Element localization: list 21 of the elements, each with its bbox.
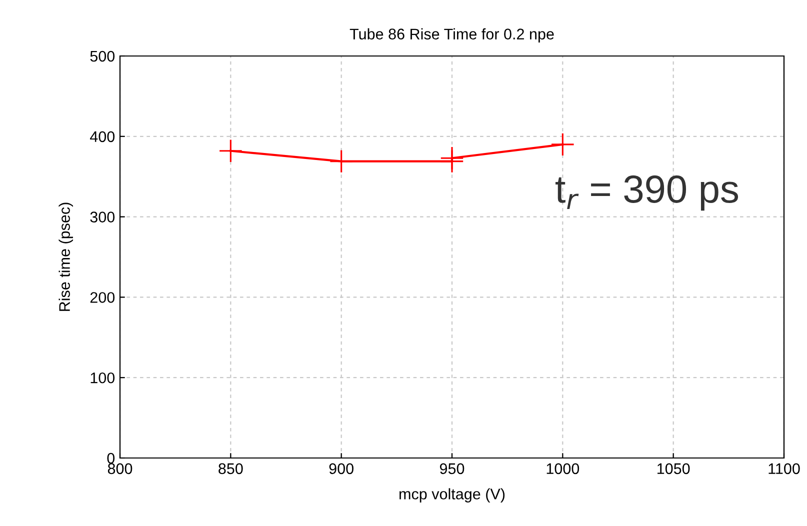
y-tick-label: 100	[90, 372, 115, 384]
y-tick-label: 200	[90, 292, 115, 303]
point	[552, 133, 574, 156]
point	[220, 140, 242, 162]
y-axis-title: Rise time (psec)	[58, 202, 73, 311]
x-tick-label: 900	[329, 463, 354, 474]
point	[440, 146, 464, 170]
y-tick-label: 0	[107, 452, 115, 464]
x-tick-label: 950	[440, 463, 464, 474]
annotation: t$_{r}$ = 390 ps	[556, 175, 738, 211]
point	[330, 150, 352, 172]
chart-title: Tube 86 Rise Time for 0.2 npe	[350, 28, 554, 43]
x-tick-label: 1000	[546, 463, 580, 474]
x-axis-title: mcp voltage (V)	[400, 488, 505, 502]
x-tick-label: 850	[218, 463, 243, 474]
y-tick-label: 300	[90, 212, 115, 222]
x-tick-label: 800	[108, 463, 132, 474]
y-tick-label: 400	[90, 131, 115, 142]
y-tick-label: 500	[90, 50, 115, 62]
x-tick-label: 1050	[658, 463, 690, 474]
x-tick-label: 1100	[768, 463, 800, 474]
